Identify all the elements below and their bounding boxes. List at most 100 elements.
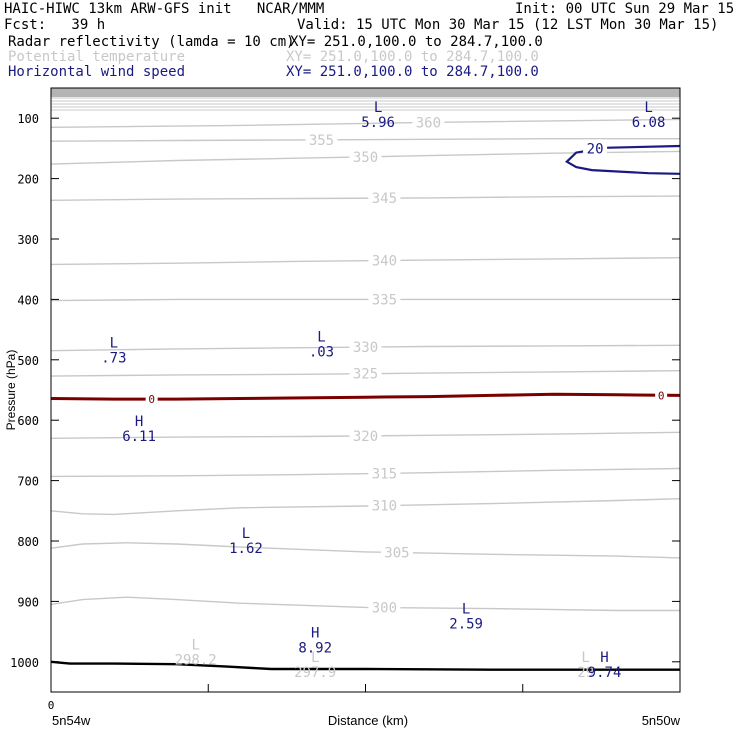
- y-axis-label: Pressure (hPa): [4, 350, 18, 431]
- theta-label-360: 360: [416, 115, 441, 131]
- field-horizontal-wind: Horizontal wind speed: [8, 64, 186, 80]
- extremum-marker: L: [191, 638, 199, 654]
- x-left-end-label: 5n54w: [52, 713, 91, 728]
- field-potential-temperature: Potential temperature: [8, 49, 186, 65]
- theta-contour-305: [51, 542, 680, 559]
- extremum-marker: L: [374, 100, 382, 116]
- theta-label-325: 325: [353, 367, 378, 383]
- field-horizontal-wind-xy: XY= 251.0,100.0 to 284.7,100.0: [286, 64, 539, 80]
- theta-label-bg: [305, 131, 338, 148]
- forecast-hour: Fcst: 39 h: [4, 17, 106, 33]
- y-tick-label: 1000: [10, 656, 39, 670]
- extremum-value: .03: [309, 345, 334, 361]
- extremum-marker: L: [462, 601, 470, 617]
- top-contour-bands: [51, 97, 680, 111]
- y-tick-label: 500: [17, 354, 39, 368]
- extremum-value: 1.62: [229, 541, 263, 557]
- theta-label-350: 350: [353, 150, 378, 166]
- theta-contour-335: [51, 298, 680, 302]
- extremum-value: 297.9: [294, 665, 336, 681]
- extremum-value: 5.96: [361, 115, 395, 131]
- y-tick-label: 900: [17, 595, 39, 609]
- terrain-surface: [50, 660, 680, 671]
- theta-label-bg: [349, 148, 382, 165]
- theta-contour-360: [51, 118, 680, 128]
- theta-label-330: 330: [353, 340, 378, 356]
- theta-label-335: 335: [372, 292, 397, 308]
- theta-contour-310: [51, 498, 680, 516]
- y-tick-label: 600: [17, 414, 39, 428]
- x-right-end-label: 5n50w: [642, 713, 681, 728]
- extremum-marker: L: [317, 330, 325, 346]
- theta-contour-340: [51, 257, 680, 266]
- theta-contour-300: [51, 596, 680, 612]
- y-tick-label: 300: [17, 233, 39, 247]
- zero-label-bg: [145, 392, 158, 407]
- y-tick-label: 800: [17, 535, 39, 549]
- extrema-annotations: L5.96L6.08L.73L.03H6.11L1.62L2.59H8.92L2…: [101, 100, 665, 681]
- theta-contour-315: [51, 467, 680, 478]
- theta-label-bg: [368, 599, 401, 616]
- extremum-marker: L: [581, 650, 589, 666]
- wind-label-bg: [583, 139, 608, 157]
- y-tick-label: 400: [17, 293, 39, 307]
- theta-label-bg: [368, 252, 401, 269]
- theta-label-bg: [368, 497, 401, 514]
- wind-contour-label: 20: [587, 141, 604, 157]
- extremum-value: 9.74: [588, 665, 622, 681]
- theta-label-bg: [349, 365, 382, 382]
- theta-label-310: 310: [372, 499, 397, 515]
- theta-label-355: 355: [309, 133, 334, 149]
- extremum-value: 6.11: [122, 429, 156, 445]
- extremum-value: .73: [101, 351, 126, 367]
- theta-label-bg: [368, 291, 401, 308]
- theta-contours: [51, 118, 680, 612]
- theta-label-305: 305: [384, 545, 409, 561]
- zero-contour-label: 0: [658, 389, 665, 402]
- theta-label-bg: [412, 114, 445, 131]
- theta-label-bg: [349, 427, 382, 444]
- extremum-value: 6.08: [632, 115, 666, 131]
- extremum-value: 8.92: [298, 641, 332, 657]
- extremum-marker: H: [600, 650, 608, 666]
- plot-frame: [50, 87, 681, 693]
- extremum-marker: L: [242, 526, 250, 542]
- theta-label-315: 315: [372, 466, 397, 482]
- valid-time: Valid: 15 UTC Mon 30 Mar 15 (12 LST Mon …: [297, 17, 719, 33]
- extremum-marker: H: [135, 414, 143, 430]
- extremum-value: 298.2: [175, 653, 217, 669]
- x-tick-label: 0: [48, 699, 55, 712]
- theta-contour-355: [51, 138, 680, 142]
- theta-label-bg: [368, 465, 401, 482]
- theta-label-300: 300: [372, 601, 397, 617]
- zero-label-bg: [655, 388, 668, 403]
- theta-label-320: 320: [353, 429, 378, 445]
- x-axis-label: Distance (km): [328, 713, 408, 728]
- y-tick-label: 700: [17, 475, 39, 489]
- theta-label-345: 345: [372, 191, 397, 207]
- theta-contour-345: [51, 195, 680, 201]
- theta-label-bg: [349, 339, 382, 356]
- terrain-line: [50, 660, 680, 671]
- y-tick-label: 100: [17, 112, 39, 126]
- init-time: Init: 00 UTC Sun 29 Mar 15: [515, 1, 735, 17]
- top-shaded-band: [51, 88, 680, 97]
- zero-contour-label: 0: [148, 393, 155, 406]
- field-potential-temperature-xy: XY= 251.0,100.0 to 284.7,100.0: [286, 49, 539, 65]
- field-radar-xy: XY= 251.0,100.0 to 284.7,100.0: [290, 34, 543, 50]
- extremum-marker: H: [311, 626, 319, 642]
- theta-label-340: 340: [372, 254, 397, 270]
- y-tick-label: 200: [17, 173, 39, 187]
- extremum-marker: L: [644, 100, 652, 116]
- wind-contour: 20: [564, 139, 681, 175]
- zero-contour-line: [50, 392, 681, 401]
- theta-label-bg: [380, 544, 413, 561]
- theta-label-bg: [368, 190, 401, 207]
- extremum-marker: L: [311, 650, 319, 666]
- extremum-value: 29: [577, 665, 594, 681]
- extremum-value: 2.59: [449, 616, 483, 632]
- extremum-marker: L: [110, 336, 118, 352]
